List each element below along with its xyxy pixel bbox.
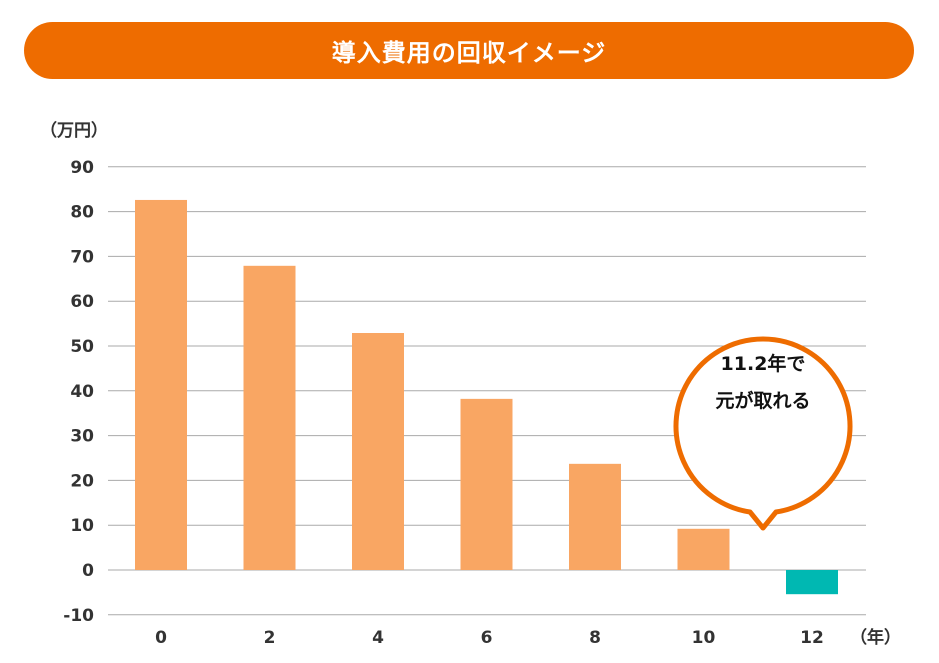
annotation-line-2: 元が取れる [715, 390, 811, 412]
y-tick-label: 30 [70, 427, 94, 447]
bar [135, 199, 187, 570]
x-tick-label: 0 [155, 628, 167, 648]
chart-title: 導入費用の回収イメージ [24, 22, 914, 79]
bar [786, 570, 838, 595]
bar [460, 398, 513, 570]
x-tick-label: 12 [800, 628, 824, 648]
y-tick-label: 10 [70, 516, 94, 536]
x-tick-label: 2 [264, 628, 276, 648]
bar [677, 528, 730, 570]
x-tick-label: 10 [692, 628, 716, 648]
x-tick-label: 4 [372, 628, 384, 648]
y-tick-label: -10 [63, 606, 94, 626]
x-tick-label: 6 [481, 628, 493, 648]
x-axis-label: （年） [850, 627, 901, 648]
y-tick-label: 70 [70, 247, 94, 267]
bar [243, 265, 296, 570]
y-tick-label: 60 [70, 292, 94, 312]
y-tick-label: 50 [70, 337, 94, 357]
bar [352, 333, 404, 570]
y-tick-label: 40 [70, 382, 94, 402]
y-tick-label: 90 [70, 158, 94, 178]
x-tick-label: 8 [589, 628, 601, 648]
y-tick-label: 80 [70, 203, 94, 223]
bar [569, 463, 621, 570]
y-axis-label: （万円） [40, 120, 108, 141]
y-tick-label: 0 [82, 561, 94, 581]
y-tick-label: 20 [70, 471, 94, 491]
annotation-line-1: 11.2年で [720, 353, 806, 375]
speech-bubble [673, 336, 853, 531]
annotation-text: 11.2年で 元が取れる [675, 346, 851, 420]
